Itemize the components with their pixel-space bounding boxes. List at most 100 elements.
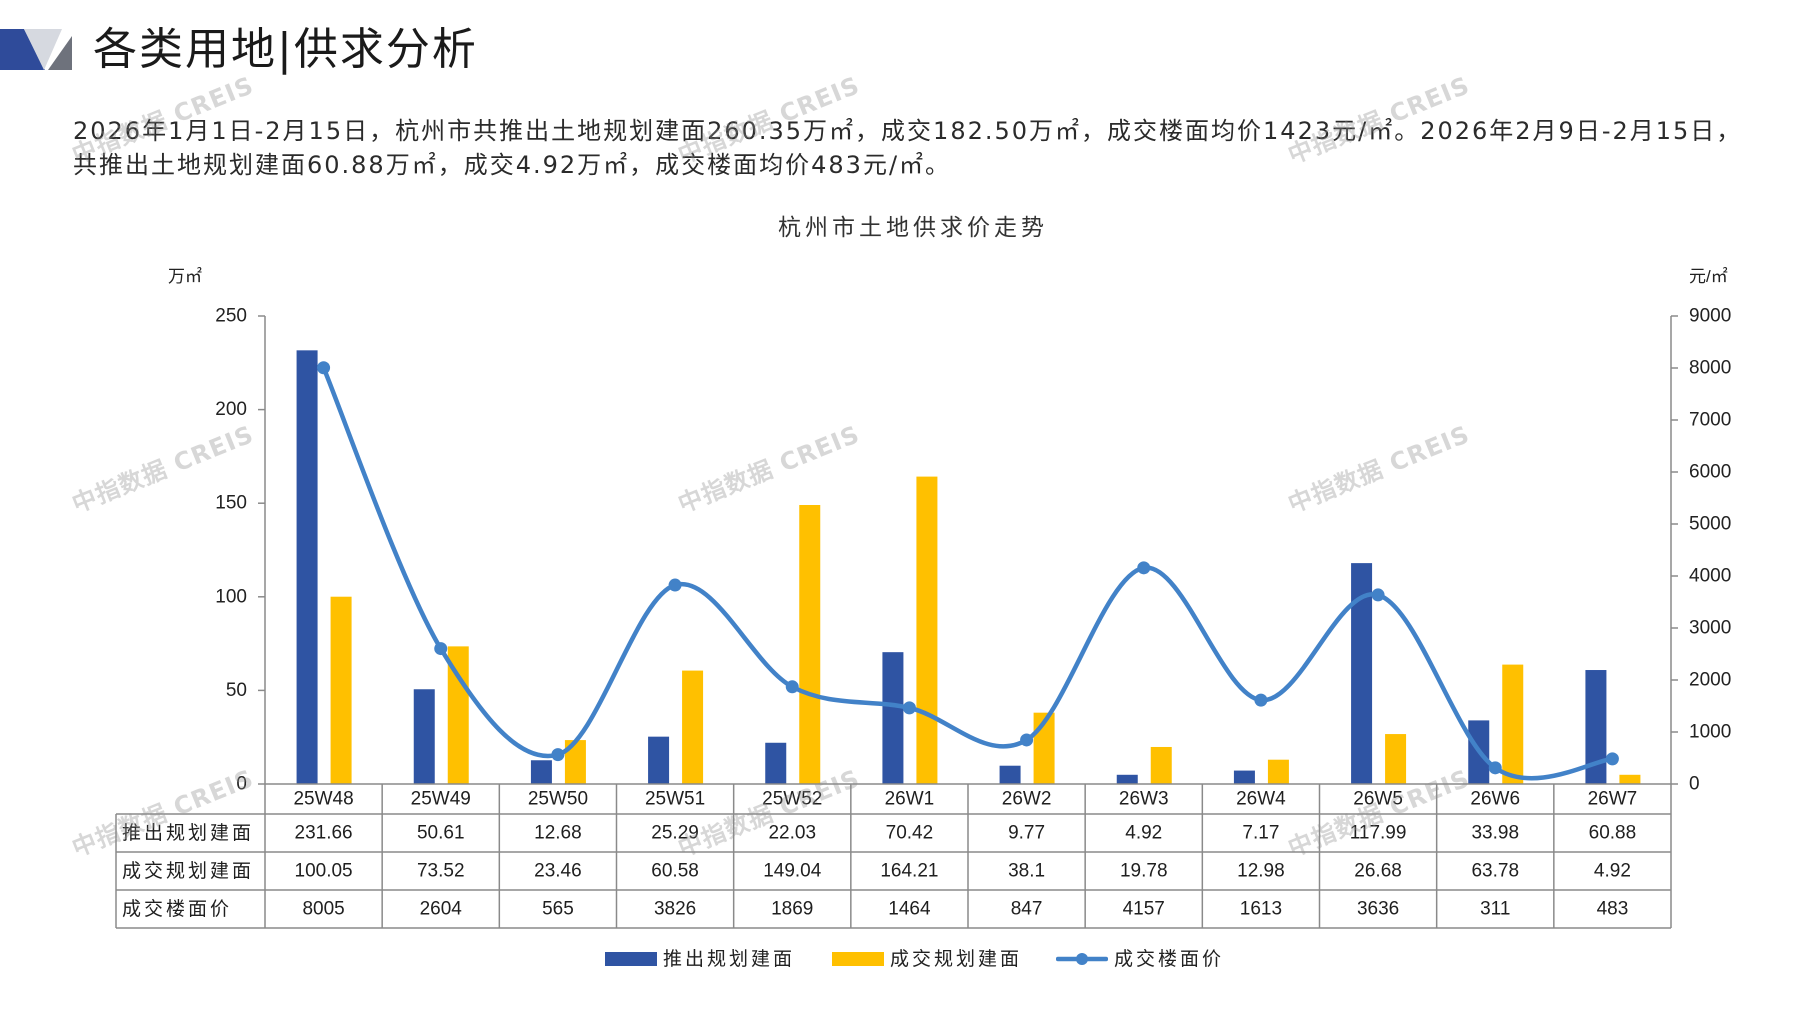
transaction-area-bar-26w5 — [1385, 734, 1407, 784]
left-axis-unit: 万㎡ — [168, 267, 202, 286]
supply-area-bar-series — [296, 350, 1607, 784]
header-deco-blue-shape — [0, 29, 45, 70]
transaction-area-bar-25w51 — [682, 670, 704, 784]
right-y-tick-label: 9000 — [1689, 306, 1731, 327]
right-y-tick-label: 2000 — [1689, 670, 1731, 691]
table-cell: 8005 — [302, 899, 344, 920]
transaction-area-bar-series — [330, 476, 1641, 784]
table-cell: 3826 — [654, 899, 696, 920]
transaction-area-bar-26w7 — [1619, 774, 1641, 784]
table-cell: 3636 — [1357, 899, 1399, 920]
left-y-tick-label: 50 — [226, 680, 247, 701]
supply-area-bar-25w52 — [765, 742, 787, 784]
right-y-tick-label: 6000 — [1689, 462, 1731, 483]
table-cell: 117.99 — [1350, 823, 1407, 844]
table-cell: 847 — [1011, 899, 1043, 920]
left-y-tick-label: 250 — [215, 306, 247, 327]
table-cell: 63.78 — [1471, 861, 1519, 882]
x-category-label: 25W51 — [645, 789, 705, 810]
right-y-tick-label: 1000 — [1689, 722, 1731, 743]
floor-price-point-25w52 — [785, 680, 799, 694]
transaction-area-bar-26w1 — [916, 476, 938, 784]
x-category-label: 26W7 — [1588, 789, 1638, 810]
floor-price-point-25w48 — [317, 361, 331, 375]
legend-label-transaction-area: 成交规划建面 — [890, 948, 1023, 970]
header-deco-light-shape — [24, 29, 62, 70]
table-cell: 2604 — [420, 899, 463, 920]
header-deco-dark-shape — [48, 36, 72, 70]
transaction-area-bar-26w4 — [1267, 759, 1289, 784]
floor-price-series — [317, 361, 1619, 781]
header-decoration — [0, 29, 72, 70]
floor-price-line — [321, 365, 1615, 781]
table-cell: 231.66 — [295, 823, 353, 844]
table-cell: 4.92 — [1125, 823, 1162, 844]
x-category-label: 25W50 — [528, 789, 588, 810]
right-y-tick-label: 7000 — [1689, 410, 1731, 431]
x-category-label: 26W6 — [1470, 789, 1520, 810]
page-title: 各类用地|供求分析 — [93, 24, 478, 75]
supply-area-bar-26w2 — [999, 765, 1021, 784]
transaction-area-bar-26w6 — [1502, 664, 1524, 784]
table-cell: 4.92 — [1594, 861, 1631, 882]
transaction-area-bar-26w3 — [1150, 746, 1172, 784]
supply-area-bar-26w7 — [1585, 670, 1607, 784]
x-category-label: 26W1 — [885, 789, 935, 810]
supply-area-bar-26w4 — [1233, 770, 1255, 784]
table-cell: 1613 — [1240, 899, 1282, 920]
right-axis-unit: 元/㎡ — [1689, 267, 1728, 286]
table-cell: 164.21 — [880, 861, 938, 882]
supply-area-bar-26w3 — [1116, 774, 1138, 784]
right-y-tick-label: 4000 — [1689, 566, 1731, 587]
legend-item-supply-area: 推出规划建面 — [605, 947, 795, 971]
floor-price-point-26w6 — [1488, 761, 1502, 775]
floor-price-point-25w50 — [551, 748, 565, 762]
data-table: 25W48 25W49 25W50 25W51 25W52 26W1 26W2 26W3 26W… — [115, 783, 1672, 929]
floor-price-point-25w49 — [434, 642, 448, 656]
table-cell: 70.42 — [886, 823, 934, 844]
supply-area-bar-26w1 — [882, 652, 904, 784]
table-cell: 60.88 — [1589, 823, 1637, 844]
transaction-area-bar-25w50 — [564, 740, 586, 784]
table-cell: 1869 — [771, 899, 813, 920]
table-cell: 483 — [1597, 899, 1629, 920]
table-cell: 73.52 — [417, 861, 465, 882]
axes: 0 50 100 150 200 250 0 1000 2000 3000 4000 5000 6000… — [215, 306, 1731, 795]
table-cell: 19.78 — [1120, 861, 1168, 882]
summary-line: 共推出土地规划建面60.88万㎡，成交4.92万㎡，成交楼面均价483元/㎡。 — [73, 151, 952, 179]
table-cell: 565 — [542, 899, 574, 920]
floor-price-point-26w3 — [1137, 561, 1151, 575]
table-cell: 25.29 — [651, 823, 699, 844]
table-cell: 7.17 — [1242, 823, 1279, 844]
table-cell: 26.68 — [1354, 861, 1402, 882]
supply-area-bar-25w51 — [648, 736, 670, 784]
table-cell: 12.98 — [1237, 861, 1285, 882]
table-cell: 12.68 — [534, 823, 582, 844]
table-cell: 100.05 — [295, 861, 353, 882]
x-category-label: 26W3 — [1119, 789, 1169, 810]
floor-price-point-26w5 — [1371, 588, 1385, 602]
table-cell: 23.46 — [534, 861, 582, 882]
floor-price-point-26w1 — [902, 701, 916, 715]
legend-item-transaction-area: 成交规划建面 — [832, 947, 1022, 971]
supply-area-bar-25w50 — [530, 760, 552, 784]
left-y-tick-label: 0 — [236, 774, 247, 795]
table-cell: 50.61 — [417, 823, 465, 844]
transaction-area-bar-25w52 — [799, 505, 821, 784]
table-cell: 33.98 — [1471, 823, 1519, 844]
legend-swatch-transaction-area — [832, 952, 884, 966]
floor-price-point-26w2 — [1020, 733, 1034, 747]
table-cell: 149.04 — [763, 861, 822, 882]
x-category-label: 25W52 — [762, 789, 822, 810]
summary-line: 2026年1月1日-2月15日，杭州市共推出土地规划建面260.35万㎡，成交1… — [73, 117, 1743, 145]
table-row-label: 成交楼面价 — [122, 898, 232, 920]
right-y-tick-label: 3000 — [1689, 618, 1731, 639]
x-category-label: 26W5 — [1353, 789, 1403, 810]
table-cell: 38.1 — [1008, 861, 1045, 882]
table-cell: 60.58 — [651, 861, 699, 882]
table-row-label: 推出规划建面 — [122, 822, 254, 844]
x-category-label: 25W49 — [411, 789, 471, 810]
table-cell: 22.03 — [768, 823, 816, 844]
table-cell: 9.77 — [1008, 823, 1045, 844]
